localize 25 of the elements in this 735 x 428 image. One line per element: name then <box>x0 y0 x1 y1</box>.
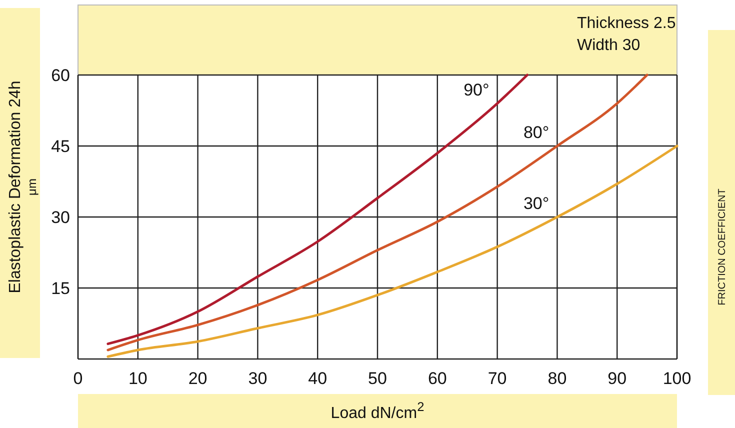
y-tick-label: 15 <box>51 279 70 298</box>
y-tick-label: 60 <box>51 66 70 85</box>
y-tick-label: 30 <box>51 208 70 227</box>
x-tick-label: 0 <box>73 369 83 388</box>
x-tick-label: 70 <box>488 369 507 388</box>
y-tick-label: 45 <box>51 137 70 156</box>
text: Thickness 2.5 <box>577 15 676 32</box>
x-tick-label: 80 <box>548 369 567 388</box>
series-label: 80° <box>523 123 550 142</box>
x-tick-label: 90 <box>608 369 627 388</box>
x-tick-label: 60 <box>428 369 447 388</box>
series-label: 30° <box>523 194 550 213</box>
x-axis-title: Load dN/cm$^{2}$ <box>330 398 424 422</box>
y2-axis-title: FRICTION COEFFICIENT <box>717 188 728 306</box>
x-tick-label: 20 <box>188 369 208 388</box>
x-tick-label: 40 <box>308 369 328 388</box>
text: Width 30 <box>577 37 640 54</box>
x-tick-label: 10 <box>128 369 148 388</box>
x-tick-label: 50 <box>368 369 387 388</box>
series-label: 90° <box>464 80 490 100</box>
line-series <box>106 144 678 358</box>
line-series <box>106 74 648 352</box>
x-tick-label: 100 <box>662 369 692 388</box>
x-tick-label: 30 <box>248 369 268 388</box>
y-axis-title: Elastoplastic Deformation 24h μm <box>7 80 39 294</box>
